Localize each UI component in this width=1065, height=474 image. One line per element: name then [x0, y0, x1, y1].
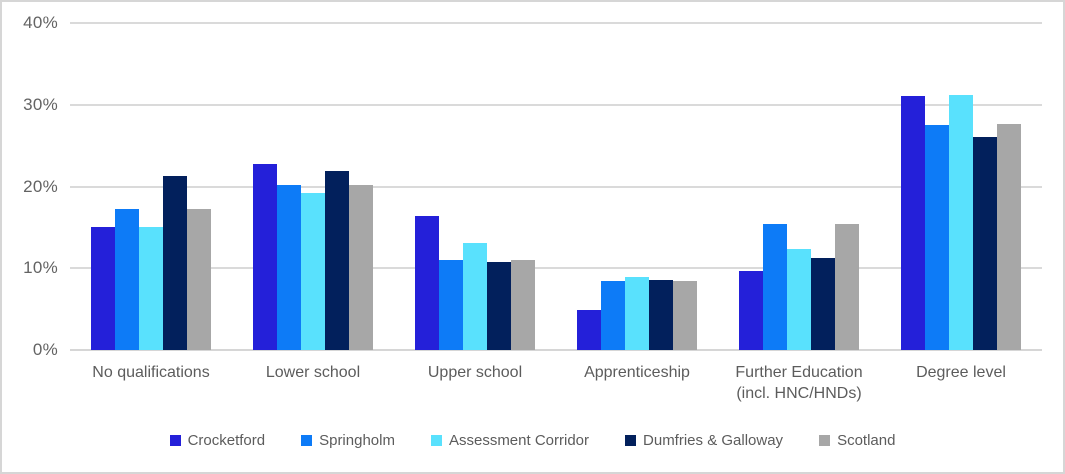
- bar-springholm: [925, 125, 949, 350]
- bar-group-degree-level: [880, 23, 1042, 350]
- bar-dumfries-galloway: [487, 261, 511, 350]
- x-axis-label-upper-school: Upper school: [427, 364, 523, 381]
- bar-crocketford: [415, 215, 439, 350]
- bar-group-apprenticeship: [556, 23, 718, 350]
- x-axis-label-degree-level: Degree level: [916, 364, 1006, 381]
- bar-springholm: [763, 224, 787, 350]
- bar-dumfries-galloway: [163, 175, 187, 350]
- y-axis: 40% 30% 20% 10% 0%: [2, 13, 58, 359]
- legend-swatch-assessment-corridor: [430, 435, 442, 446]
- bar-springholm: [601, 280, 625, 350]
- x-axis: No qualifications Lower school Upper schoo…: [70, 362, 1042, 404]
- gridline: [70, 22, 1042, 24]
- gridlines: [70, 22, 1042, 351]
- bar-dumfries-galloway: [649, 279, 673, 350]
- legend-swatch-springholm: [301, 435, 313, 446]
- y-tick-label: 30%: [23, 94, 58, 114]
- legend-item-scotland: Scotland: [819, 432, 895, 449]
- gridline: [70, 185, 1042, 188]
- bar-dumfries-galloway: [973, 136, 997, 350]
- legend-label-assessment-corridor: Assessment Corridor: [448, 432, 590, 449]
- bar-crocketford: [253, 163, 277, 350]
- bar-springholm: [439, 260, 463, 350]
- bar-springholm: [277, 184, 301, 350]
- bar-assessment-corridor: [139, 227, 163, 350]
- bar-scotland: [349, 184, 373, 350]
- bar-group-lower-school: [232, 23, 394, 350]
- legend-item-crocketford: Crocketford: [169, 432, 266, 449]
- bar-crocketford: [901, 95, 925, 350]
- x-axis-label-apprenticeship: Apprenticeship: [584, 364, 690, 381]
- y-tick-label: 40%: [23, 13, 58, 32]
- y-tick-label: 0%: [32, 340, 58, 359]
- bar-crocketford: [577, 309, 601, 350]
- bar-dumfries-galloway: [325, 170, 349, 350]
- legend-swatch-crocketford: [169, 435, 181, 446]
- bar-scotland: [997, 124, 1021, 350]
- bar-springholm: [115, 208, 139, 350]
- bar-assessment-corridor: [949, 94, 973, 350]
- legend-label-crocketford: Crocketford: [187, 432, 266, 449]
- bar-scotland: [511, 260, 535, 350]
- legend-swatch-dumfries-galloway: [625, 435, 637, 446]
- legend-item-springholm: Springholm: [301, 432, 395, 449]
- gridline: [70, 267, 1042, 270]
- y-tick-label: 20%: [23, 176, 58, 196]
- bar-scotland: [187, 208, 211, 350]
- bar-assessment-corridor: [625, 277, 649, 350]
- legend-label-dumfries-galloway: Dumfries & Galloway: [643, 432, 784, 449]
- legend: Crocketford Springholm Assessment Corridor…: [2, 432, 1063, 449]
- bar-dumfries-galloway: [811, 258, 835, 350]
- x-axis-label-further-education: Further Education (incl. HNC/HNDs): [735, 364, 863, 402]
- legend-label-springholm: Springholm: [319, 432, 395, 449]
- bar-group-no-qualifications: [70, 23, 232, 350]
- legend-item-assessment-corridor: Assessment Corridor: [430, 432, 590, 449]
- legend-label-scotland: Scotland: [837, 432, 896, 449]
- bar-scotland: [673, 280, 697, 350]
- legend-swatch-scotland: [819, 435, 831, 446]
- bar-crocketford: [739, 270, 763, 350]
- plot-area: [70, 22, 1042, 351]
- bars-layer: [70, 23, 1042, 350]
- bar-assessment-corridor: [463, 242, 487, 350]
- bar-crocketford: [91, 227, 115, 350]
- y-tick-label: 10%: [23, 258, 58, 278]
- x-axis-label-no-qualifications: No qualifications: [92, 364, 210, 381]
- bar-scotland: [835, 224, 859, 350]
- bar-assessment-corridor: [301, 193, 325, 350]
- bar-assessment-corridor: [787, 248, 811, 350]
- bar-group-upper-school: [394, 23, 556, 350]
- bar-group-further-education: [718, 23, 880, 350]
- x-axis-label-lower-school: Lower school: [265, 364, 361, 381]
- gridline: [70, 103, 1042, 106]
- gridline: [70, 349, 1042, 351]
- legend-item-dumfries-galloway: Dumfries & Galloway: [625, 432, 783, 449]
